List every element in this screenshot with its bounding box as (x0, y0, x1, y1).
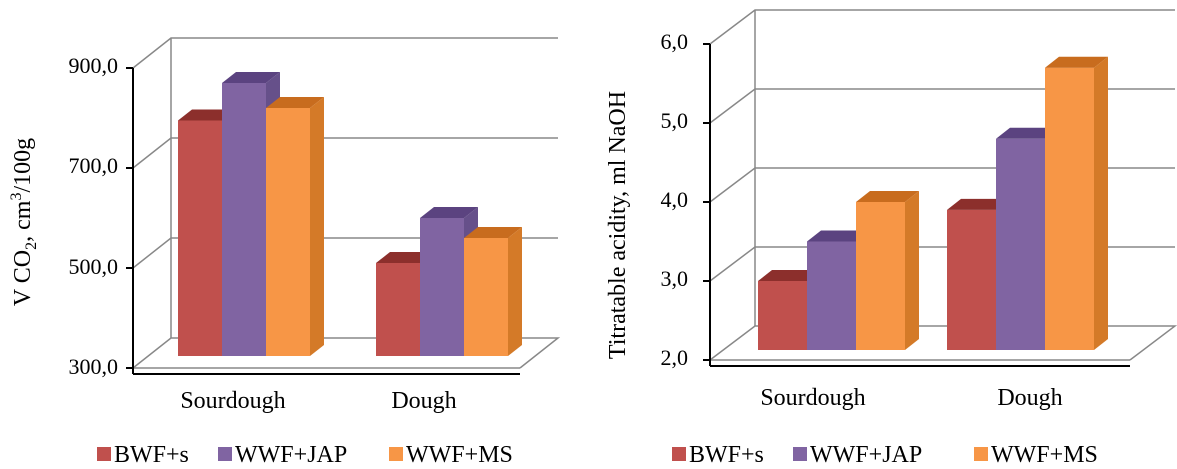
legend-swatch (672, 447, 686, 461)
bar-top (807, 230, 870, 242)
legend-swatch (218, 447, 232, 461)
legend-swatch (974, 447, 988, 461)
bar-top (856, 191, 919, 202)
legend-swatch (97, 447, 111, 461)
bar (1045, 56, 1108, 350)
bar-front (807, 241, 856, 350)
bar-top (947, 198, 1010, 210)
x-category-label: Dough (997, 385, 1062, 411)
bar-top (266, 97, 324, 108)
y-tick-label: 5,0 (661, 108, 689, 133)
bar-top (420, 207, 478, 218)
y-tick-labels: 2,0 3,0 4,0 5,0 6,0 (661, 29, 689, 370)
gridlines (132, 37, 561, 369)
bar-front (420, 218, 464, 356)
y-tick-label: 3,0 (661, 266, 689, 291)
gridline (132, 337, 561, 369)
bar-front (758, 281, 807, 350)
bar-front (996, 138, 1045, 350)
bars (758, 56, 1108, 350)
bar-side (1094, 56, 1108, 350)
legend-swatch (389, 447, 403, 461)
bar-front (266, 108, 310, 356)
y-tick-label: 4,0 (661, 187, 689, 212)
x-category-label: Sourdough (760, 385, 865, 411)
legend-label: WWF+JAP (235, 442, 347, 468)
bar (266, 97, 324, 356)
y-tick-label: 900,0 (69, 53, 119, 78)
bar-front (464, 238, 508, 356)
legend-label: WWF+MS (406, 442, 513, 468)
bar-side (310, 97, 324, 356)
legend-label: BWF+s (689, 442, 764, 468)
x-category-label: Sourdough (180, 388, 285, 414)
legend-label: WWF+JAP (810, 442, 922, 468)
y-axis (126, 67, 520, 375)
y-tick-label: 500,0 (69, 254, 119, 279)
legend-label: WWF+MS (991, 442, 1098, 468)
bar-side (905, 191, 919, 350)
gridline (132, 37, 558, 69)
y-axis (703, 43, 1130, 367)
bar-front (376, 263, 420, 356)
y-tick-label: 300,0 (69, 354, 119, 379)
legend-swatch (793, 447, 807, 461)
bar (856, 191, 919, 350)
bar-front (222, 83, 266, 356)
bars (178, 72, 522, 356)
chart-acidity: 2,0 3,0 4,0 5,0 6,0 Sourdough Dough Titr… (605, 9, 1177, 468)
y-axis-title: V CO2, cm3/100g (8, 138, 40, 306)
gridline (709, 9, 1175, 45)
x-category-label: Dough (391, 388, 456, 414)
legend: BWF+s WWF+JAP WWF+MS (97, 442, 513, 468)
y-tick-label: 700,0 (69, 153, 119, 178)
legend: BWF+s WWF+JAP WWF+MS (672, 442, 1098, 468)
legend-label: BWF+s (114, 442, 189, 468)
bar-top (758, 270, 821, 281)
bar-front (1045, 67, 1094, 350)
bar-top (464, 227, 522, 238)
bar (464, 227, 522, 356)
y-tick-label: 2,0 (661, 345, 689, 370)
bar-top (222, 72, 280, 83)
bar-top (996, 127, 1059, 139)
bar-side (508, 227, 522, 356)
bar-top (376, 252, 434, 263)
bar-top (1045, 56, 1108, 68)
y-axis-title: Titratable acidity, ml NaOH (605, 91, 631, 359)
y-tick-labels: 300,0 500,0 700,0 900,0 (69, 53, 119, 379)
bar-front (856, 202, 905, 350)
bar-front (178, 120, 222, 356)
bar-top (178, 109, 236, 121)
y-tick-label: 6,0 (661, 29, 689, 54)
bar-front (947, 209, 996, 350)
chart-co2: 300,0 500,0 700,0 900,0 Sourdough Dough … (8, 37, 561, 468)
